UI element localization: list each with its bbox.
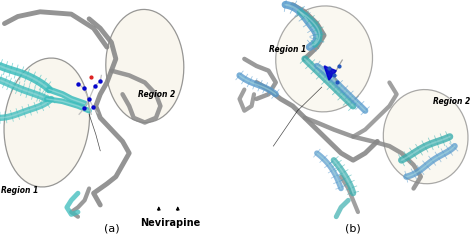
Ellipse shape [106,9,184,123]
Text: Region 2: Region 2 [138,90,175,99]
Ellipse shape [4,58,90,187]
Ellipse shape [276,6,373,112]
Text: (b): (b) [345,223,361,233]
Text: (a): (a) [104,223,119,233]
Text: Region 1: Region 1 [268,45,306,54]
Ellipse shape [383,90,468,184]
Text: Region 2: Region 2 [433,97,470,106]
Text: Region 1: Region 1 [1,186,38,195]
Polygon shape [324,66,336,80]
Text: Nevirapine: Nevirapine [140,218,201,228]
